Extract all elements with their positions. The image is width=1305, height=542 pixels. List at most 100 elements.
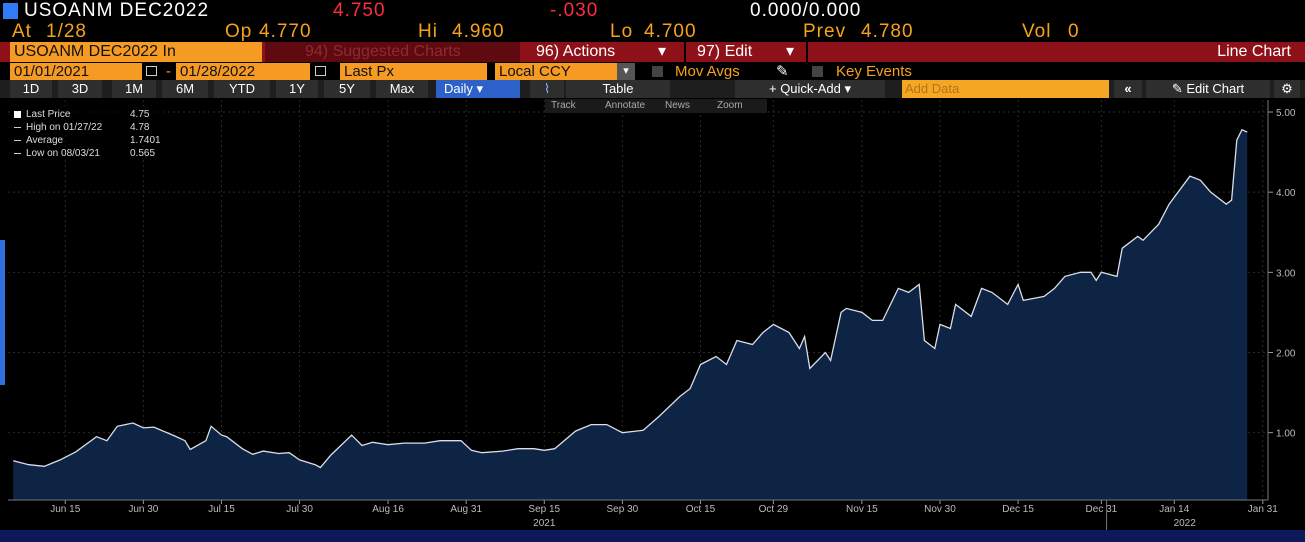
key-events[interactable]: Key Events — [836, 63, 912, 80]
x-tick-label: Oct 15 — [686, 504, 716, 515]
quote-value: 4.770 — [259, 21, 312, 42]
legend-icon — [14, 127, 21, 128]
range-button[interactable]: Max — [376, 80, 428, 98]
x-tick-label: Oct 29 — [759, 504, 789, 515]
legend-icon — [14, 111, 21, 118]
quote-value: 4.960 — [452, 21, 505, 42]
range-button[interactable]: 6M — [162, 80, 208, 98]
x-tick-label: Nov 15 — [846, 504, 878, 515]
chart-tool[interactable]: News — [665, 100, 691, 111]
y-tick-label: 3.00 — [1276, 268, 1296, 279]
x-tick-label: Aug 31 — [450, 504, 482, 515]
legend-value: 0.565 — [130, 148, 156, 159]
legend-icon — [14, 153, 21, 154]
x-tick-label: Jan 31 — [1248, 504, 1278, 515]
legend-label: Last Price — [26, 109, 71, 120]
x-tick-label: Jun 30 — [128, 504, 158, 515]
x-tick-label: Jan 14 — [1159, 504, 1189, 515]
legend-value: 4.78 — [130, 122, 150, 133]
y-tick-label: 4.00 — [1276, 188, 1296, 199]
y-tick-label: 1.00 — [1276, 429, 1296, 440]
checkbox[interactable] — [812, 66, 823, 77]
legend-icon — [14, 140, 21, 141]
quote-value: 1/28 — [46, 21, 87, 42]
bid-ask: 0.000/0.000 — [750, 0, 862, 21]
mov-avgs[interactable]: Mov Avgs — [675, 63, 740, 80]
add-data-field[interactable]: Add Data — [902, 80, 1109, 98]
table-button[interactable]: Table — [566, 80, 670, 98]
suggested-charts[interactable]: 94) Suggested Charts — [265, 42, 520, 62]
period-select[interactable]: Daily ▾ — [436, 80, 520, 98]
calendar-icon[interactable] — [146, 66, 157, 76]
chart-icon[interactable]: ⌇ — [530, 80, 564, 98]
chart-tool[interactable]: Zoom — [717, 100, 743, 111]
chart-tool[interactable]: Annotate — [605, 100, 646, 111]
year-label: 2022 — [1174, 518, 1197, 529]
field-select[interactable]: Last Px — [340, 63, 487, 80]
x-tick-label: Dec 15 — [1002, 504, 1034, 515]
x-tick-label: Jul 30 — [286, 504, 313, 515]
y-tick-label: 5.00 — [1276, 108, 1296, 119]
x-tick-label: Aug 16 — [372, 504, 404, 515]
range-button[interactable]: 3D — [58, 80, 102, 98]
range-button[interactable]: 1M — [112, 80, 156, 98]
separator — [806, 42, 808, 62]
x-tick-label: Dec 31 — [1086, 504, 1118, 515]
chart-tool[interactable]: Track — [551, 100, 576, 111]
dropdown-arrow: ▾ — [658, 43, 667, 60]
checkbox[interactable] — [652, 66, 663, 77]
range-button[interactable]: 1Y — [276, 80, 318, 98]
dropdown-arrow[interactable]: ▾ — [617, 63, 635, 80]
ticker-field[interactable]: USOANM DEC2022 In — [10, 42, 262, 62]
quote-value: 4.780 — [861, 21, 914, 42]
period-label: Daily — [444, 81, 473, 96]
legend-value: 1.7401 — [130, 135, 161, 146]
price-area — [13, 129, 1248, 500]
edit-chart[interactable]: ✎ Edit Chart — [1146, 80, 1270, 98]
dropdown-arrow: ▾ — [786, 43, 795, 60]
x-tick-label: Nov 30 — [924, 504, 956, 515]
pencil-icon[interactable]: ✎ — [776, 63, 789, 80]
range-button[interactable]: YTD — [214, 80, 270, 98]
legend-label: Low on 08/03/21 — [26, 148, 100, 159]
quote-label: Vol — [1022, 21, 1052, 42]
quote-label: At — [12, 21, 32, 42]
legend: Last Price 4.75 High on 01/27/22 4.78 Averag… — [12, 106, 164, 160]
range-button[interactable]: 5Y — [324, 80, 370, 98]
price-change: -.030 — [550, 0, 599, 21]
security-marker — [3, 3, 18, 19]
quote-value: 4.700 — [644, 21, 697, 42]
quote-label: Hi — [418, 21, 438, 42]
x-tick-label: Sep 15 — [528, 504, 560, 515]
x-tick-label: Jun 15 — [50, 504, 80, 515]
quote-label: Prev — [803, 21, 847, 42]
legend-label: Average — [26, 135, 64, 146]
security: USOANM DEC2022 — [24, 0, 210, 21]
chart-tools: Track Annotate News Zoom — [545, 99, 767, 113]
actions-menu[interactable]: 96) Actions — [536, 43, 616, 60]
range-button[interactable]: 1D — [10, 80, 52, 98]
legend-label: High on 01/27/22 — [26, 122, 103, 133]
price-line — [13, 128, 1248, 469]
quote-value: 0 — [1068, 21, 1080, 42]
y-tick-label: 2.00 — [1276, 349, 1296, 360]
separator — [684, 42, 686, 62]
quick-add[interactable]: + Quick-Add ▾ — [735, 80, 885, 98]
dash: - — [166, 63, 171, 80]
start-date[interactable]: 01/01/2021 — [10, 63, 142, 80]
collapse-button[interactable]: « — [1114, 80, 1142, 98]
quick-add-label: Quick-Add — [780, 81, 841, 96]
currency-select[interactable]: Local CCY — [495, 63, 617, 80]
chart-kind[interactable]: Line Chart — [1217, 43, 1291, 60]
edit-chart-label: Edit Chart — [1186, 81, 1245, 96]
last-price: 4.750 — [333, 0, 386, 21]
legend-value: 4.75 — [130, 109, 150, 120]
end-date[interactable]: 01/28/2022 — [176, 63, 310, 80]
calendar-icon[interactable] — [315, 66, 326, 76]
edit-menu[interactable]: 97) Edit — [697, 43, 753, 60]
quote-label: Lo — [610, 21, 634, 42]
settings-gear[interactable]: ⚙ — [1274, 80, 1300, 98]
status-strip — [0, 530, 1305, 542]
chart: 1.00 2.00 3.00 4.00 5.00 Jun 15 Jun 30 Jul 15 Ju… — [8, 100, 1296, 530]
